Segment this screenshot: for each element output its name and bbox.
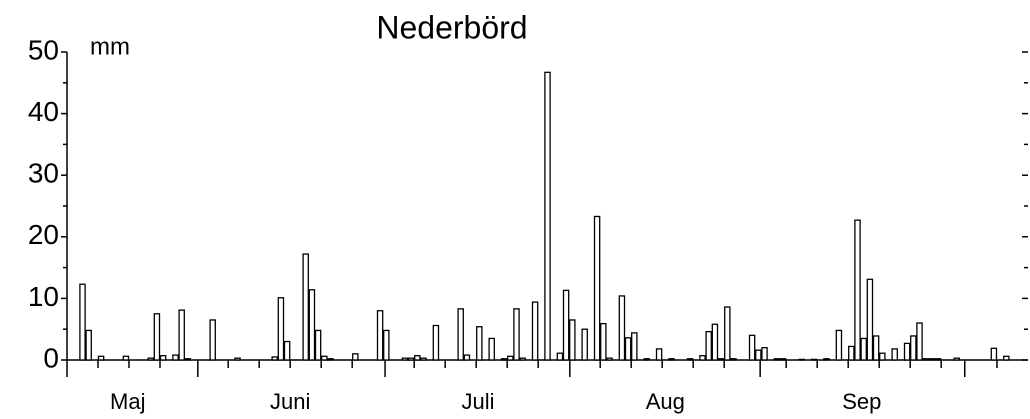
bar <box>476 326 483 361</box>
bar <box>668 358 675 361</box>
x-tick-label: Aug <box>646 389 685 414</box>
bar <box>600 323 607 361</box>
bar <box>798 358 805 361</box>
bar <box>531 301 539 361</box>
x-tick-label: Juni <box>270 389 310 414</box>
bar <box>953 357 960 361</box>
bar <box>928 358 936 361</box>
bar <box>773 358 781 361</box>
bar <box>686 358 694 361</box>
bar <box>748 334 756 361</box>
bar <box>463 354 471 361</box>
bar <box>184 358 192 361</box>
bar <box>352 353 359 361</box>
bar <box>544 71 551 361</box>
y-unit-label: mm <box>90 33 130 60</box>
bar <box>147 357 154 361</box>
bar <box>872 335 880 361</box>
x-tick-label: Juli <box>462 389 495 414</box>
chart-title: Nederbörd <box>376 9 527 45</box>
y-tick-label: 50 <box>28 34 59 65</box>
bar <box>488 337 495 361</box>
bar <box>730 358 737 361</box>
bar <box>755 349 762 361</box>
y-tick-label: 20 <box>28 219 59 250</box>
bar <box>823 358 830 361</box>
bar <box>420 357 427 361</box>
y-tick-label: 0 <box>43 342 59 373</box>
bar <box>643 358 650 361</box>
bar <box>172 354 179 361</box>
bar <box>910 335 917 361</box>
bar <box>848 345 855 361</box>
bar <box>122 355 130 361</box>
bar <box>1003 355 1010 361</box>
bar <box>401 357 409 361</box>
bar <box>761 347 768 361</box>
bar <box>581 328 588 361</box>
bar <box>624 337 632 361</box>
bar <box>569 319 576 361</box>
y-tick-label: 40 <box>28 96 59 127</box>
bar <box>606 357 613 361</box>
bar <box>376 310 384 361</box>
bar <box>810 358 818 361</box>
bar <box>934 358 942 361</box>
bar <box>916 322 923 361</box>
bar <box>618 295 626 361</box>
bar <box>705 331 712 361</box>
bar <box>178 309 185 361</box>
bar <box>717 358 725 361</box>
y-tick-label: 30 <box>28 158 59 189</box>
bar <box>79 283 86 361</box>
bar <box>655 348 663 361</box>
bar <box>593 215 601 361</box>
bar <box>271 356 278 361</box>
bar <box>891 348 898 361</box>
bar <box>327 358 334 361</box>
bar <box>711 323 719 361</box>
bar <box>153 313 161 361</box>
bar <box>234 357 241 361</box>
bar <box>835 329 843 361</box>
bar <box>432 324 440 361</box>
bar <box>724 306 731 361</box>
bar <box>562 289 570 361</box>
bar <box>283 340 291 361</box>
bar <box>407 357 415 361</box>
bar <box>779 358 787 361</box>
bar <box>507 355 514 361</box>
bar <box>302 253 309 361</box>
bar <box>866 278 874 361</box>
bar <box>209 319 216 361</box>
bar <box>513 308 520 361</box>
bar <box>556 352 564 361</box>
bar <box>699 355 706 361</box>
bar <box>414 355 421 361</box>
bar <box>457 308 464 361</box>
bar <box>321 355 328 361</box>
bar <box>308 289 316 361</box>
bar <box>631 332 638 361</box>
bar <box>860 337 867 361</box>
bar <box>277 297 285 361</box>
bar <box>903 342 911 361</box>
bar <box>383 329 390 361</box>
x-tick-label: Maj <box>110 389 145 414</box>
bar <box>854 219 861 361</box>
bar <box>990 347 998 361</box>
bar <box>314 329 322 361</box>
x-tick-label: Sep <box>842 389 881 414</box>
bar <box>519 357 526 361</box>
bar <box>85 329 92 361</box>
bar <box>97 355 105 361</box>
bar <box>922 358 929 361</box>
bar <box>500 358 508 361</box>
bar <box>159 355 167 361</box>
y-tick-label: 10 <box>28 281 59 312</box>
bar <box>879 352 886 361</box>
